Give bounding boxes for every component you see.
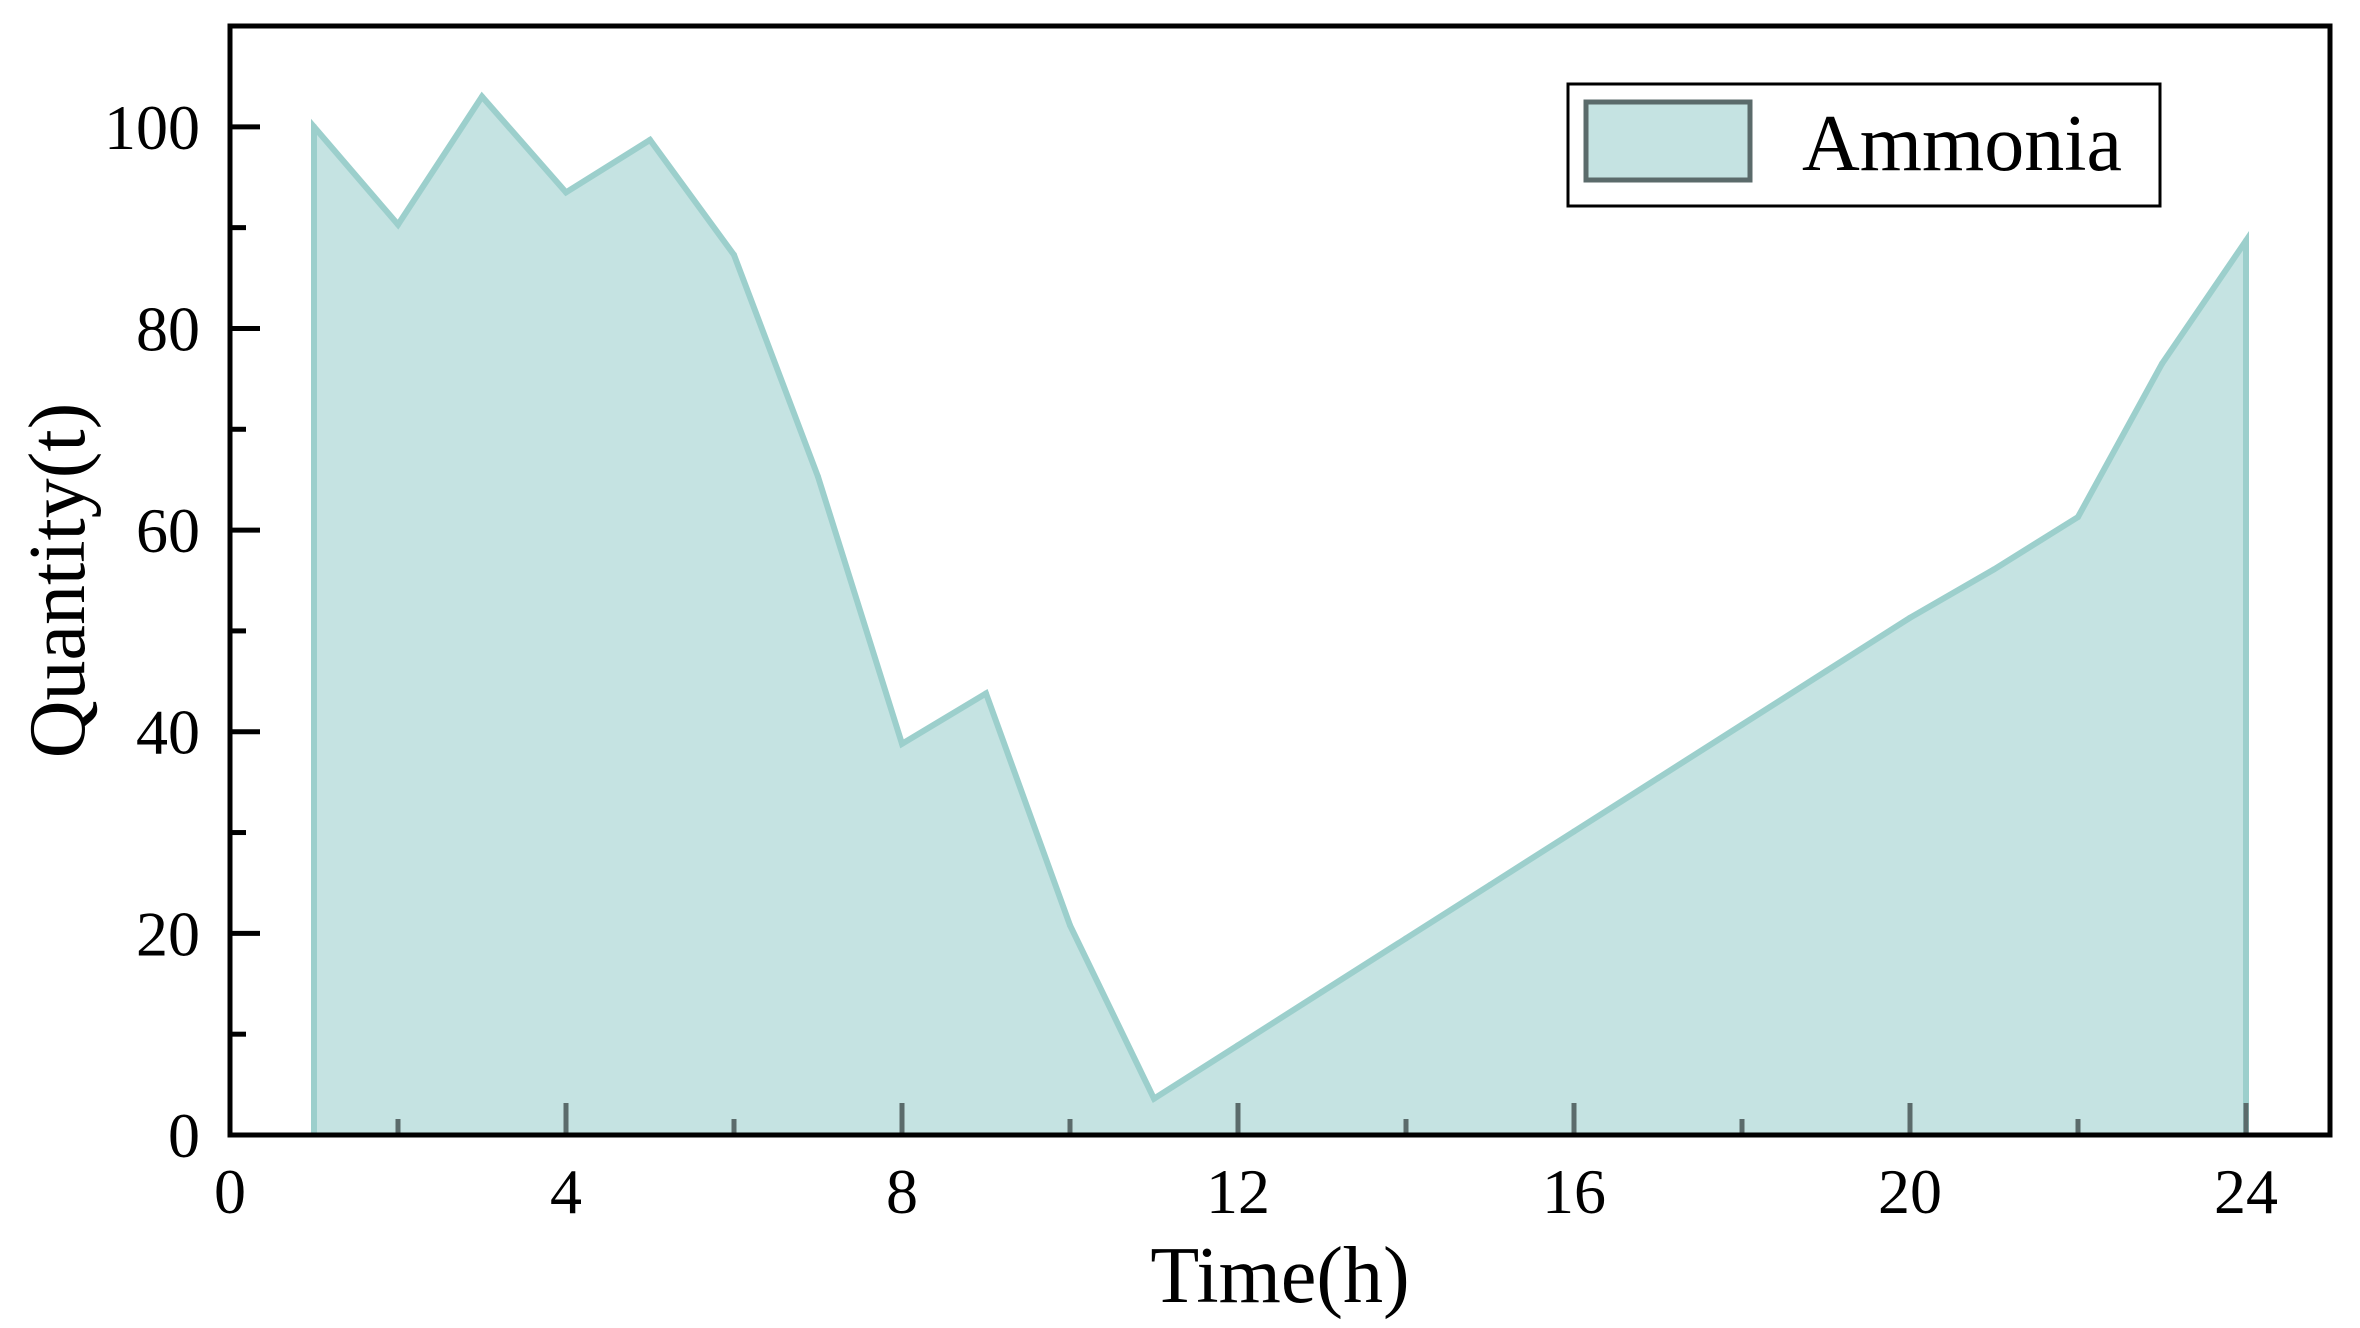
axis-ticks: [227, 124, 2249, 1138]
x-tick-label: 0: [214, 1156, 246, 1227]
data-point: [395, 221, 401, 228]
plot-area: [311, 91, 2249, 1136]
y-tick-label: 60: [136, 495, 200, 566]
data-point: [647, 136, 653, 143]
legend-swatch-ammonia: [1583, 99, 1753, 183]
data-point: [899, 740, 905, 747]
x-axis-title: Time(h): [1150, 1232, 1409, 1320]
legend-label-ammonia: Ammonia: [1802, 100, 2122, 188]
data-point: [983, 690, 989, 697]
y-axis-title: Quantity(t): [14, 403, 102, 758]
data-point: [2243, 237, 2249, 244]
data-point: [479, 93, 485, 100]
data-point: [1319, 988, 1325, 995]
data-point: [1571, 828, 1577, 835]
data-point: [1151, 1095, 1157, 1102]
legend: Ammonia: [1566, 82, 2162, 208]
x-tick-label: 12: [1206, 1156, 1270, 1227]
data-point: [1487, 882, 1493, 888]
data-point: [1991, 566, 1997, 573]
data-point: [1235, 1042, 1241, 1049]
plot-frame: [227, 23, 2333, 1138]
data-point: [311, 123, 317, 130]
y-tick-label: 20: [136, 898, 200, 969]
y-tick-label: 40: [136, 697, 200, 768]
data-point: [1403, 935, 1409, 942]
data-point: [1655, 775, 1661, 782]
data-point: [1067, 922, 1073, 929]
data-point: [815, 473, 821, 480]
tick-labels: 0 4 8 12 16 20 24 0 20 40 60 80 100: [104, 92, 2278, 1227]
series-area-ammonia: [314, 96, 2246, 1136]
data-point: [1907, 614, 1913, 621]
data-point: [1739, 721, 1745, 728]
x-tick-label: 4: [550, 1156, 582, 1227]
y-tick-label: 0: [168, 1100, 200, 1171]
y-tick-label: 100: [104, 92, 200, 163]
data-point: [2075, 514, 2081, 520]
x-tick-label: 16: [1542, 1156, 1606, 1227]
data-point: [731, 251, 737, 258]
data-point: [563, 189, 569, 196]
data-point: [1823, 668, 1829, 675]
x-tick-label: 8: [886, 1156, 918, 1227]
data-point: [2159, 360, 2165, 367]
y-tick-label: 80: [136, 293, 200, 364]
x-tick-label: 20: [1878, 1156, 1942, 1227]
x-tick-label: 24: [2214, 1156, 2278, 1227]
series-line-ammonia: [311, 91, 2249, 1135]
